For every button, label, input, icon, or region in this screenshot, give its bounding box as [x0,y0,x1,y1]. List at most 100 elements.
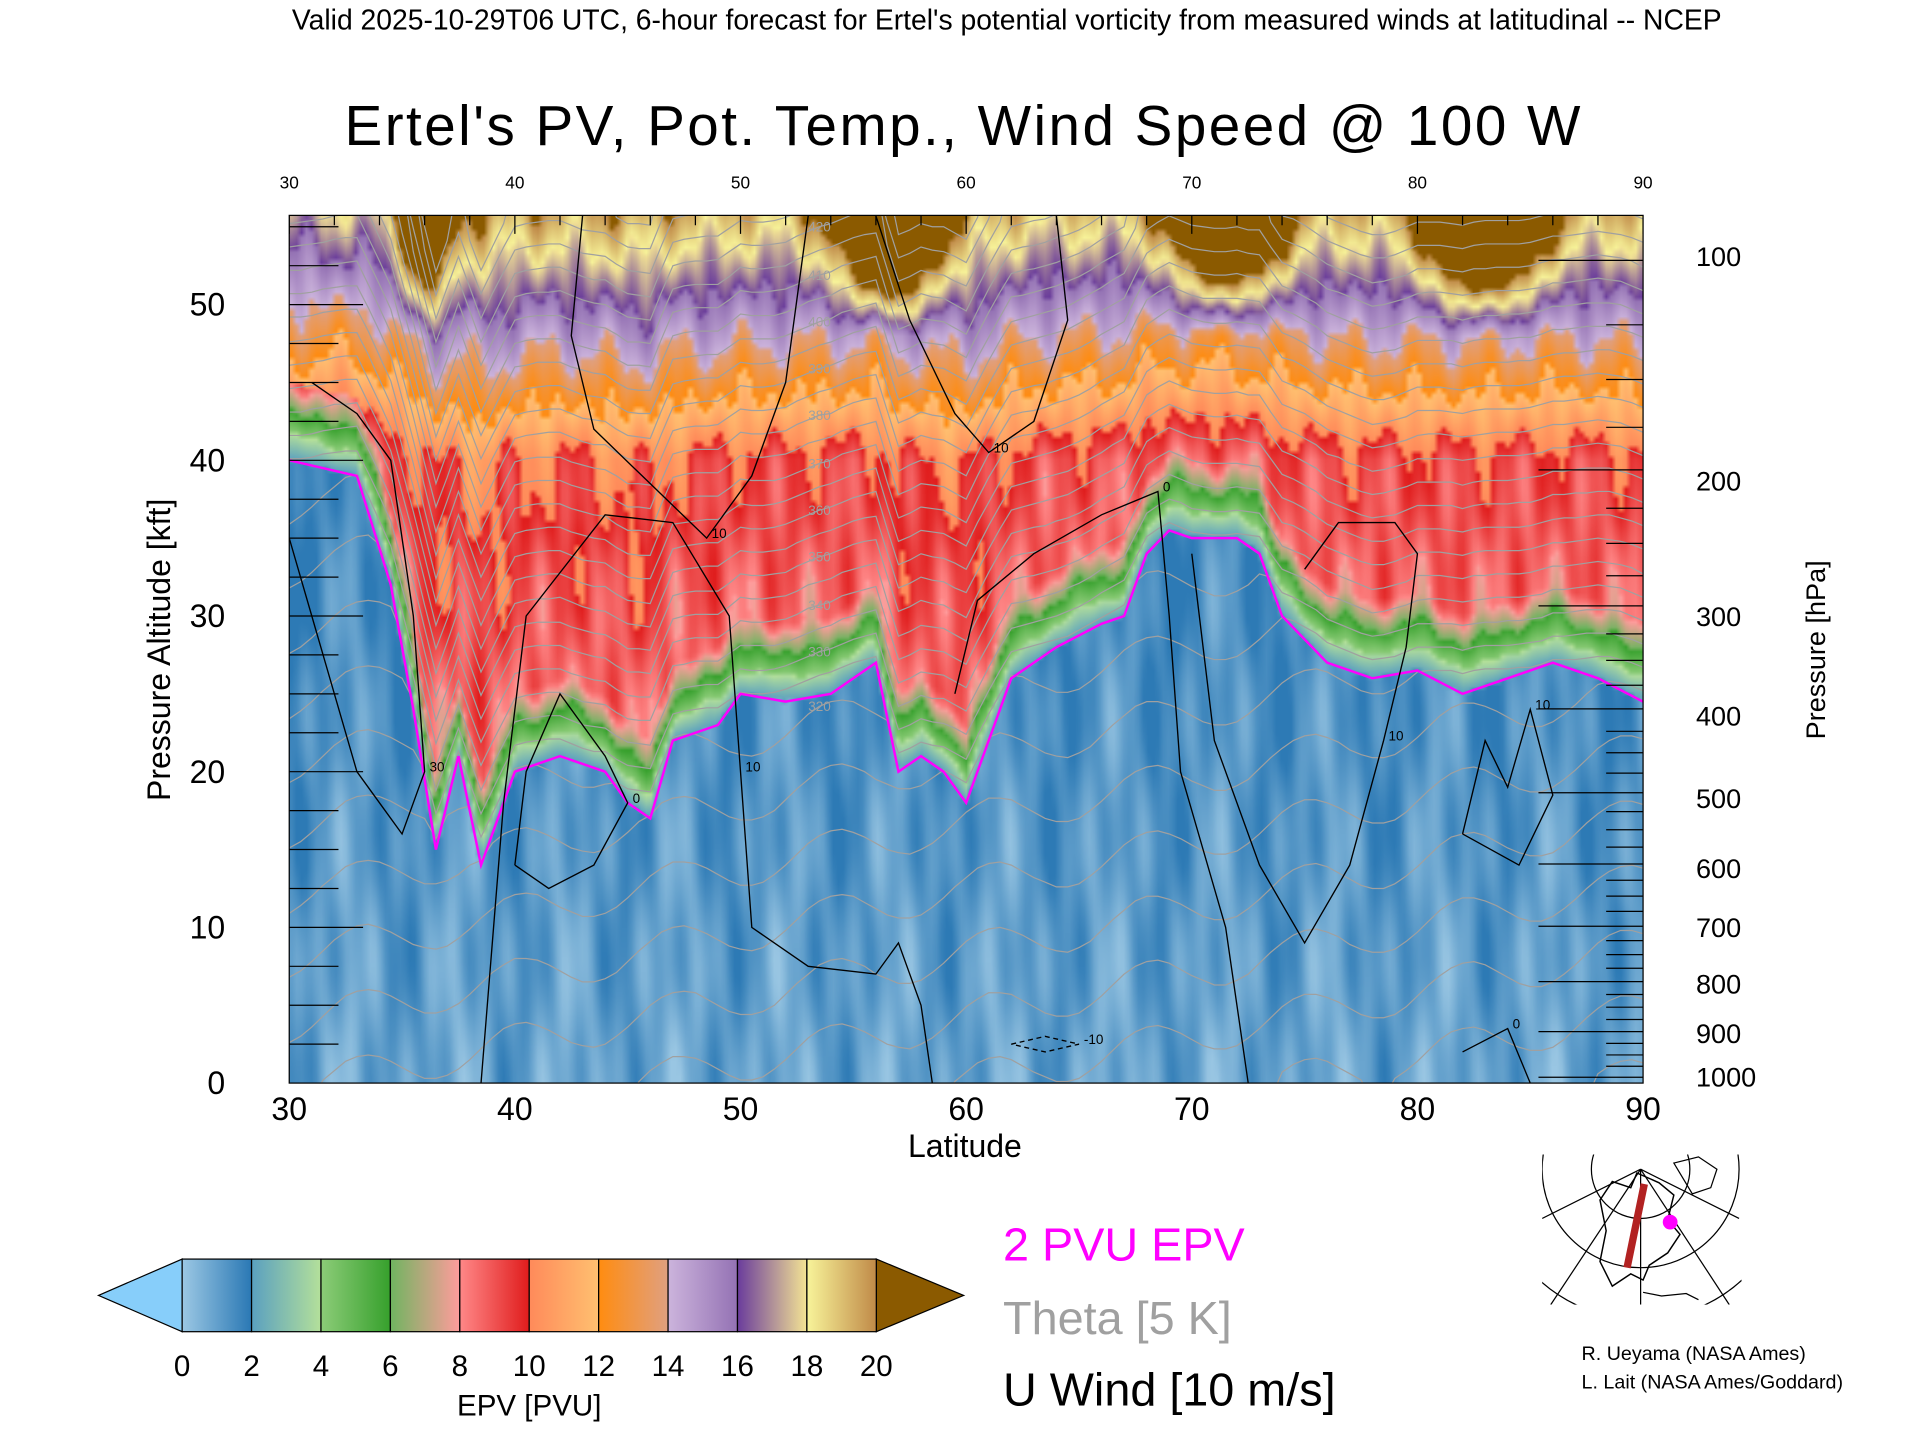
legend-2pvu: 2 PVU EPV [1003,1218,1245,1270]
theta-contour [406,215,991,345]
theta-contour-label: 330 [808,645,831,660]
colorbar-segment [736,1258,808,1333]
top-x-tick-label: 90 [1633,172,1652,192]
uwind-contour-label: 10 [1535,697,1550,712]
theta-contour [320,800,1644,1084]
theta-contour [1276,995,1644,1084]
top-x-tick-label: 60 [957,172,976,192]
pressure-tick-label: 100 [1696,241,1741,272]
colorbar-tick-label: 14 [652,1350,685,1383]
x-tick-labels: 30 40 50 60 70 80 90 [271,1091,1660,1127]
pressure-tick-label: 1000 [1696,1062,1756,1093]
colorbar: 0 2 4 6 8 10 12 14 16 18 20 [96,1258,966,1383]
theta-contours: 320 330 340 350 360 370 380 390 400 410 420 [289,215,1644,1084]
pressure-tick-label: 800 [1696,968,1741,999]
uwind-contour [570,215,809,540]
credit-line-2: L. Lait (NASA Ames/Goddard) [1582,1371,1844,1393]
x-tick-label: 60 [948,1091,984,1127]
legend-uwind: U Wind [10 m/s] [1003,1364,1336,1416]
y-tick-label: 30 [190,598,226,634]
colorbar-tick-label: 10 [513,1350,546,1383]
theta-contour-label: 420 [808,220,831,235]
uwind-contour [1462,1027,1531,1084]
uwind-contour-label: 10 [745,760,760,775]
theta-contour [289,616,1644,849]
top-x-tick-label: 50 [731,172,750,192]
plot-frame [288,214,1644,1084]
y-tick-label: 40 [190,442,226,478]
theta-contour [289,333,1644,605]
theta-contour [289,380,1644,651]
uwind-contour-label: -10 [1084,1032,1104,1047]
y-tick-label: 20 [190,754,226,790]
theta-contour [289,215,1644,486]
theta-contour [289,521,1644,793]
cross-section-path [1623,1183,1648,1269]
uwind-contour [480,514,933,1084]
colorbar-tick-label: 2 [243,1350,259,1383]
theta-contour [368,215,1644,440]
axis-inner-ticks [289,215,1644,1084]
credit-line-1: R. Ueyama (NASA Ames) [1582,1343,1806,1365]
top-x-tick-label: 30 [280,172,299,192]
uwind-contour [1461,706,1554,867]
x-tick-label: 30 [271,1091,307,1127]
pressure-tick-label: 200 [1696,465,1741,496]
colorbar-tick-label: 16 [721,1350,754,1383]
colorbar-segment [598,1258,669,1333]
locator-map [1542,1154,1742,1305]
colorbar-tick-label: 6 [382,1350,398,1383]
top-x-tick-label: 70 [1182,172,1201,192]
theta-contour [289,498,1644,770]
theta-contour [289,215,1644,463]
theta-contour-label: 360 [808,503,831,518]
theta-contour-label: 380 [808,408,831,423]
theta-contour-label: 370 [808,456,831,471]
y-tick-label: 0 [207,1065,225,1101]
x-axis-label: Latitude [908,1128,1022,1164]
pressure-tick-label: 300 [1696,601,1741,632]
colorbar-tick-label: 0 [174,1350,190,1383]
uwind-contour-label: 30 [430,760,445,775]
uwind-contours: 10 10 0 10 0 10 30 10 -10 0 [289,215,1554,1084]
theta-contour [289,735,1644,1044]
uwind-contour [954,490,1249,1084]
y2-axis-label: Pressure [hPa] [1800,560,1831,739]
theta-contour-label: 410 [808,268,831,283]
colorbar-tick-label: 4 [313,1350,329,1383]
x-tick-label: 40 [497,1091,533,1127]
uwind-contour [514,692,629,890]
theta-contour [289,403,1644,676]
x-tick-label: 80 [1400,1091,1436,1127]
legend-theta: Theta [5 K] [1003,1292,1232,1344]
x-tick-label: 90 [1625,1091,1661,1127]
colorbar-segment [806,1258,877,1333]
colorbar-segment [250,1258,322,1333]
colorbar-label: EPV [PVU] [457,1389,601,1422]
theta-contour-label: 320 [808,699,831,714]
colorbar-segment [667,1258,739,1333]
colorbar-tick-label: 12 [582,1350,615,1383]
colorbar-tick-label: 18 [790,1350,823,1383]
theta-contour [289,570,1644,816]
colorbar-segment [528,1258,600,1333]
theta-contour [289,473,1644,746]
colorbar-segment [181,1258,253,1333]
theta-contour [953,929,1644,1084]
theta-contour-label: 340 [808,598,831,613]
theta-contour [289,680,1644,978]
top-x-tick-labels: 30 40 50 60 70 80 90 [280,172,1653,192]
theta-contour [289,261,1644,535]
theta-contour [289,450,1644,723]
pressure-tick-label: 500 [1696,783,1741,814]
uwind-contour-label: 0 [1513,1017,1521,1032]
theta-contour [289,285,1644,558]
colorbar-tick-label: 8 [452,1350,468,1383]
colorbar-segment [320,1258,392,1333]
uwind-contour-label: 10 [994,441,1009,456]
theta-contour-label: 400 [808,315,831,330]
x-tick-label: 70 [1174,1091,1210,1127]
theta-contour-label: 390 [808,361,831,376]
y-tick-label: 50 [190,287,226,323]
